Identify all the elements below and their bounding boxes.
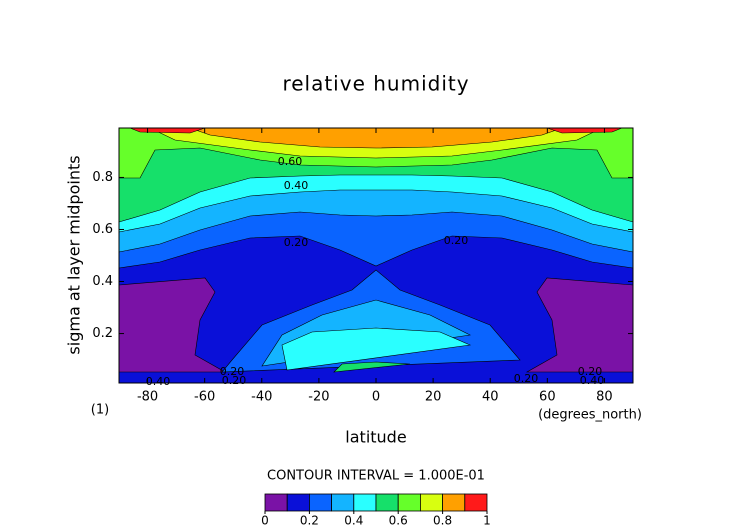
x-tick-label: 40: [482, 390, 499, 405]
contour-interval: CONTOUR INTERVAL = 1.000E-01: [267, 469, 485, 484]
panel-label: (1): [91, 403, 109, 418]
contour-label: 0.40: [146, 375, 171, 388]
contour-region: [333, 361, 411, 373]
contour-label: 0.20: [444, 234, 469, 247]
colorbar-box: [442, 493, 466, 512]
chart-title: relative humidity: [282, 72, 469, 96]
contour-region: [281, 327, 472, 371]
colorbar-tick-label: 0.6: [389, 514, 408, 528]
y-tick-label: 0.6: [92, 222, 113, 237]
contour-label: 0.20: [578, 365, 603, 378]
colorbar-tick-label: 0.8: [433, 514, 452, 528]
colorbar-box: [286, 493, 310, 512]
colorbar-box: [353, 493, 377, 512]
colorbar-tick-label: 0.2: [300, 514, 319, 528]
x-tick-label: 80: [596, 390, 613, 405]
y-tick-label: 0.8: [92, 170, 113, 185]
colorbar-box: [397, 493, 421, 512]
x-tick-label: 20: [425, 390, 442, 405]
colorbar-box: [264, 493, 288, 512]
colorbar-box: [331, 493, 355, 512]
contour-label: 0.40: [580, 374, 605, 387]
colorbar-tick-label: 1: [483, 514, 491, 528]
contour-region: [189, 127, 563, 149]
colorbar-box: [419, 493, 443, 512]
x-units: (degrees_north): [538, 408, 642, 423]
contour-label: 0.60: [278, 155, 303, 168]
x-tick-label: -40: [251, 390, 272, 405]
x-axis-label: latitude: [345, 428, 406, 447]
contour-label: 0.20: [222, 374, 247, 387]
x-tick-label: -60: [194, 390, 215, 405]
contour-label: 0.20: [514, 372, 539, 385]
contour-label: 0.20: [220, 365, 245, 378]
colorbar-tick-label: 0.4: [344, 514, 363, 528]
colorbar-box: [375, 493, 399, 512]
contour-label: 0.40: [284, 179, 309, 192]
colorbar-box: [464, 493, 488, 512]
x-tick-label: -20: [308, 390, 329, 405]
x-tick-label: 60: [539, 390, 556, 405]
contour-label: 0.20: [284, 236, 309, 249]
x-tick-label: 0: [372, 390, 380, 405]
x-tick-label: -80: [137, 390, 158, 405]
contour-region: [525, 277, 634, 373]
y-tick-label: 0.4: [92, 274, 113, 289]
y-axis-label: sigma at layer midpoints: [65, 155, 84, 354]
colorbar-box: [308, 493, 332, 512]
contour-region: [118, 277, 227, 373]
colorbar-tick-label: 0: [261, 514, 269, 528]
y-tick-label: 0.2: [92, 326, 113, 341]
